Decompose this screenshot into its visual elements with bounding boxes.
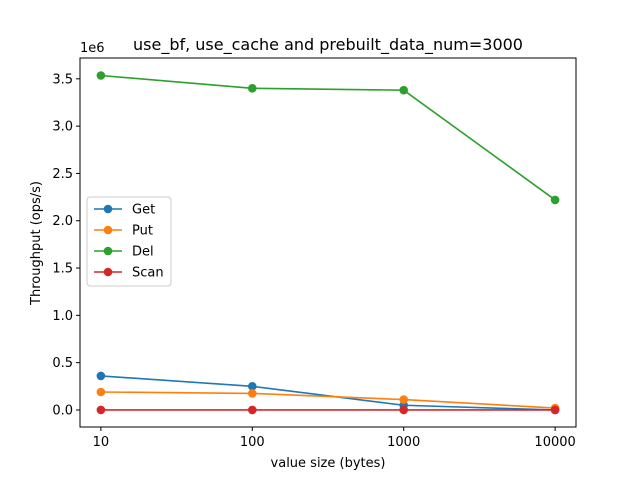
x-axis-label: value size (bytes) xyxy=(271,456,386,471)
legend-marker xyxy=(103,246,113,256)
legend: Get Put Del Scan xyxy=(86,196,172,287)
plot-area xyxy=(79,57,577,428)
legend-label: Put xyxy=(132,224,153,239)
x-tick-label: 1000 xyxy=(387,435,420,450)
series-scan xyxy=(96,405,560,415)
x-tick-label: 10 xyxy=(93,435,110,450)
y-tick-label: 3.5 xyxy=(52,72,73,87)
y-tick-label: 3.0 xyxy=(52,120,73,135)
y-tick-label: 0.0 xyxy=(52,403,73,418)
y-tick-label: 0.5 xyxy=(52,356,73,371)
legend-label: Del xyxy=(132,245,154,260)
y-axis-label: Throughput (ops/s) xyxy=(29,181,44,306)
data-point-get xyxy=(96,371,106,381)
y-tick-label: 1.0 xyxy=(52,309,73,324)
data-point-del xyxy=(247,83,257,93)
data-point-del xyxy=(550,195,560,205)
data-point-scan xyxy=(247,405,257,415)
data-point-get xyxy=(247,382,257,391)
series-del xyxy=(96,71,560,205)
data-point-scan xyxy=(399,405,409,415)
y-tick-label: 2.0 xyxy=(52,214,73,229)
data-point-del xyxy=(399,85,409,95)
data-point-del xyxy=(96,71,106,80)
data-point-put xyxy=(247,389,257,398)
legend-item-scan: Scan xyxy=(94,266,164,281)
legend-item-put: Put xyxy=(94,224,153,239)
legend-item-get: Get xyxy=(94,203,155,218)
legend-item-del: Del xyxy=(94,245,154,260)
chart-title: use_bf, use_cache and prebuilt_data_num=… xyxy=(133,35,523,55)
y-axis: 0.0 0.5 1.0 1.5 2.0 2.5 3.0 3.5 xyxy=(52,72,80,418)
legend-box xyxy=(86,196,172,287)
legend-label: Get xyxy=(132,203,155,218)
y-tick-label: 2.5 xyxy=(52,167,73,182)
series-layer xyxy=(96,71,560,415)
data-point-scan xyxy=(96,405,106,415)
series-put xyxy=(96,387,560,413)
legend-marker xyxy=(103,267,113,277)
legend-label: Scan xyxy=(132,266,164,281)
y-tick-label: 1.5 xyxy=(52,262,73,277)
series-line-del xyxy=(100,74,556,201)
legend-marker xyxy=(103,204,113,214)
data-point-put xyxy=(399,395,409,404)
legend-marker xyxy=(103,225,113,235)
x-tick-label: 10000 xyxy=(534,435,575,450)
data-point-scan xyxy=(550,405,560,415)
x-tick-label: 100 xyxy=(240,435,265,450)
y-multiplier-label: 1e6 xyxy=(80,41,105,56)
data-point-put xyxy=(96,387,106,397)
x-axis: 10 100 1000 10000 xyxy=(93,427,576,450)
series-line-put xyxy=(100,391,556,409)
